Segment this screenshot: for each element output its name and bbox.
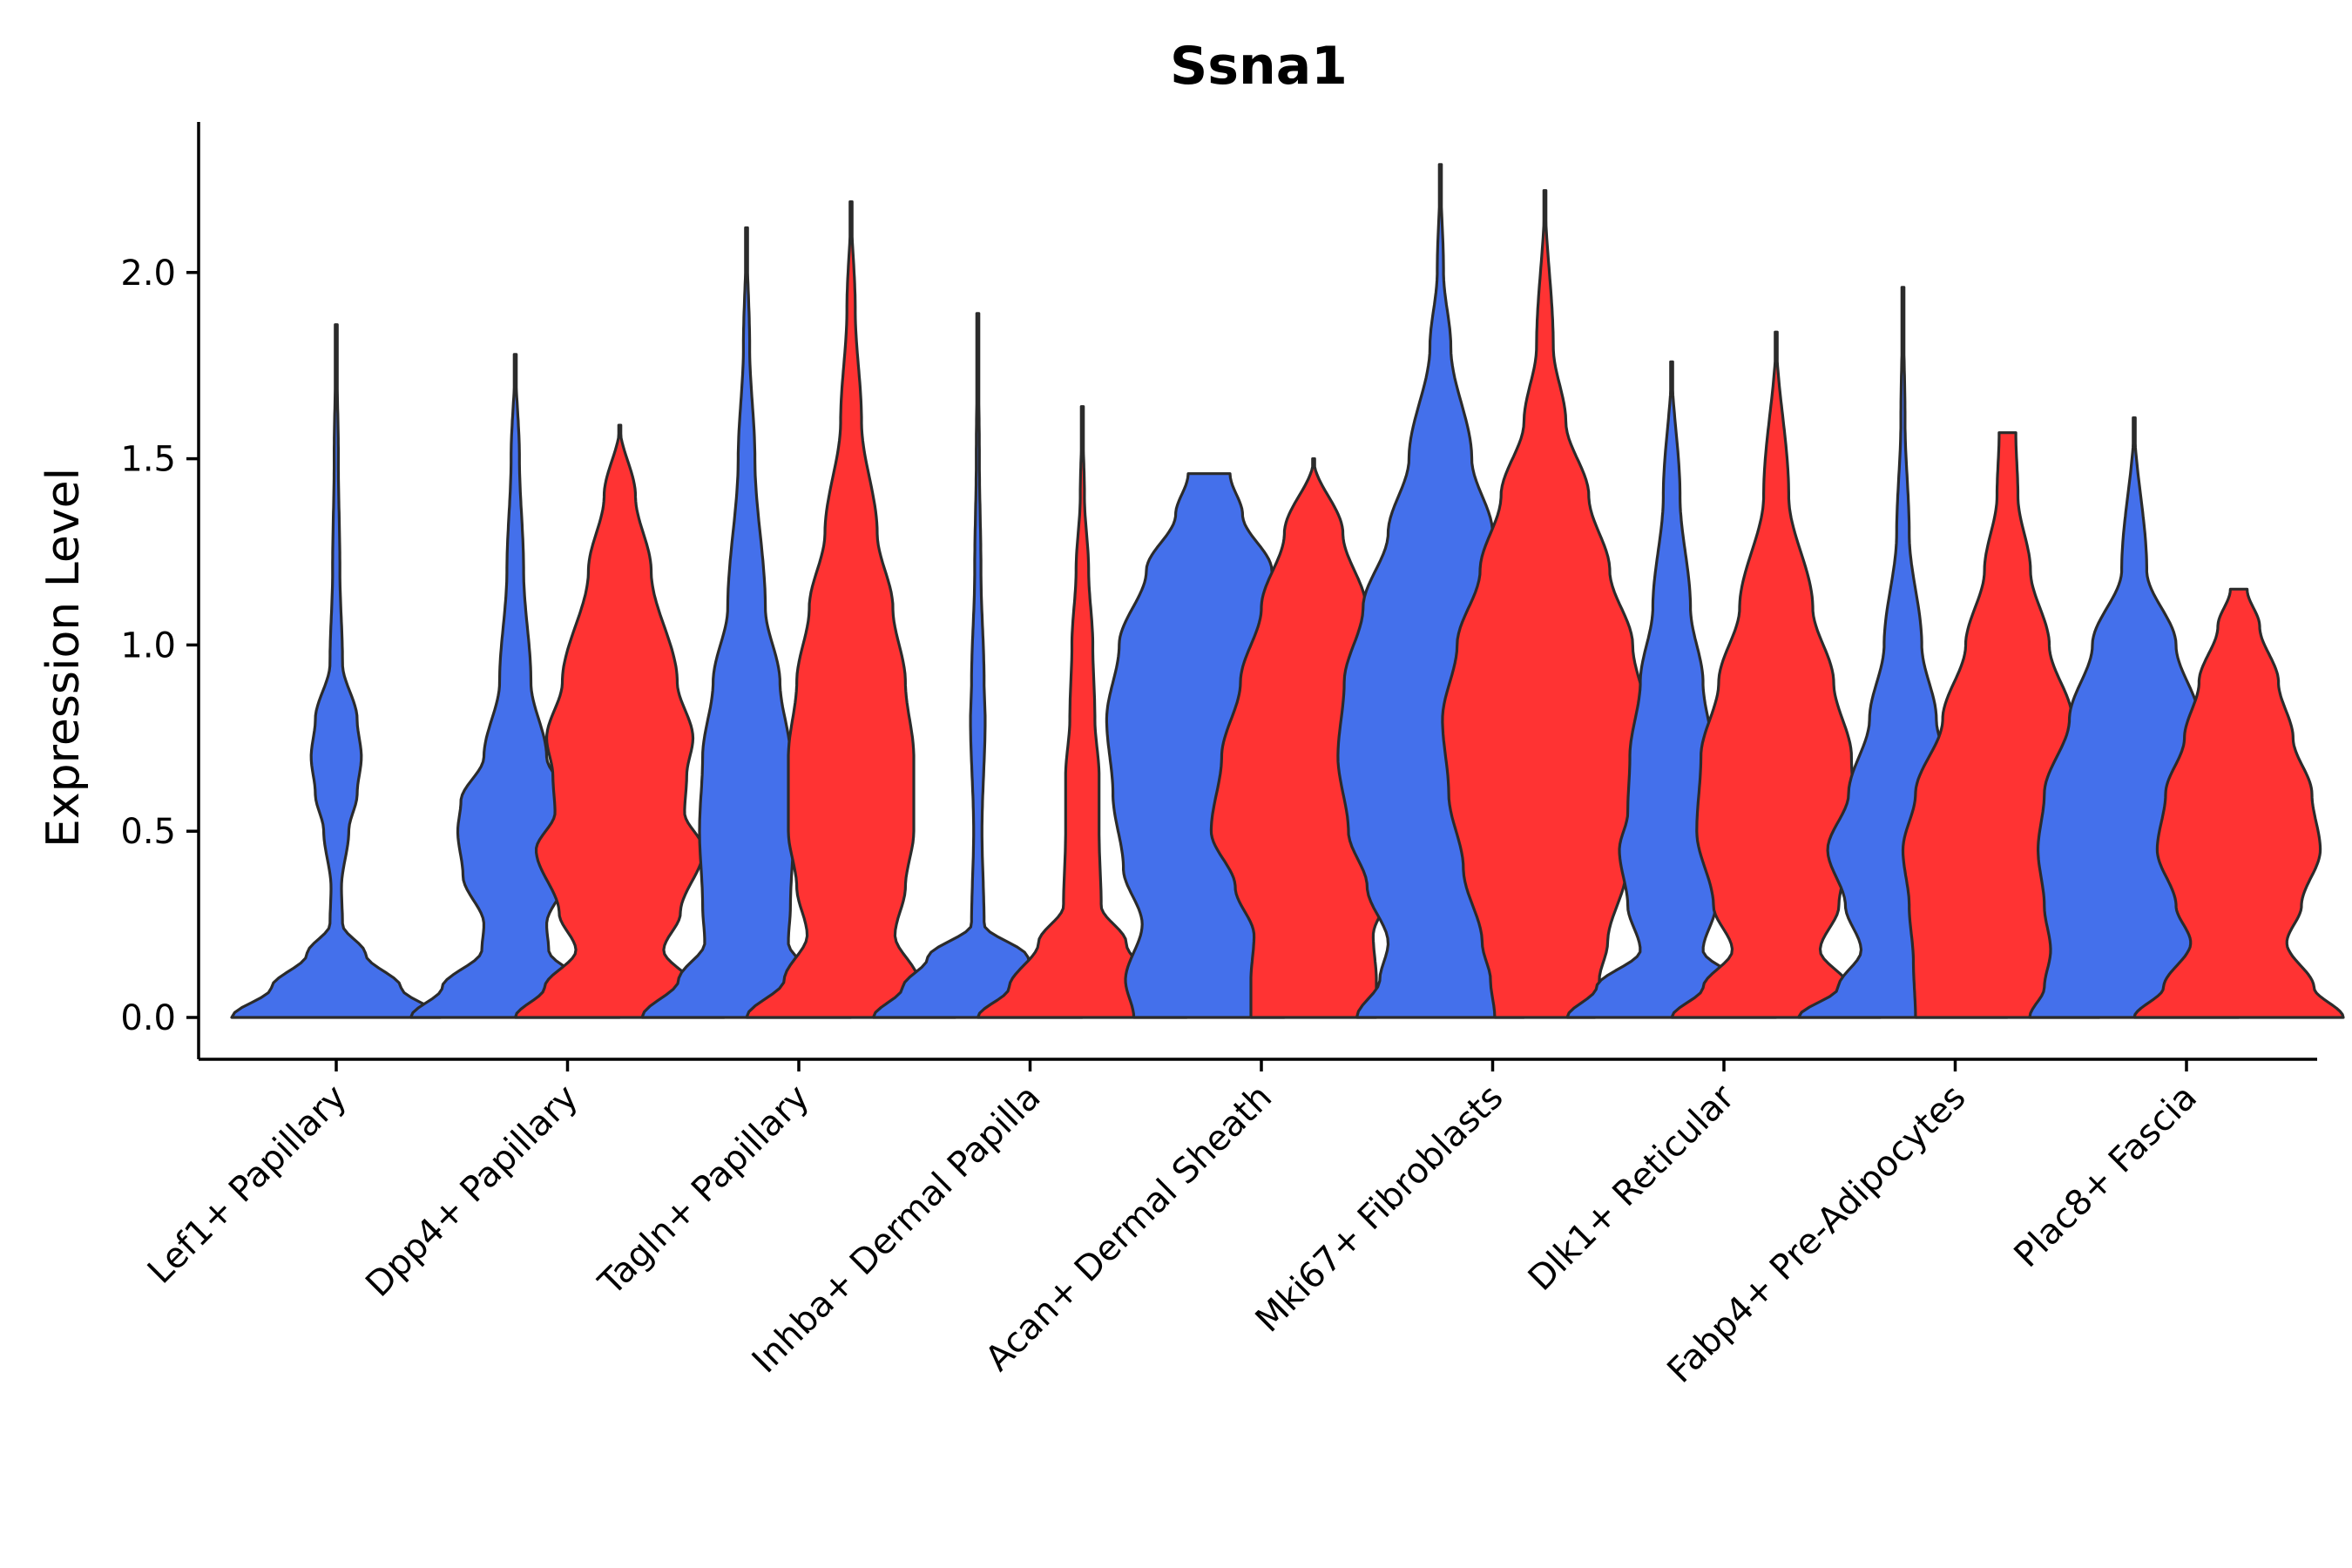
chart-title: Ssna1 bbox=[1170, 36, 1348, 97]
y-tick-label: 1.5 bbox=[120, 440, 176, 480]
violin-red-1 bbox=[513, 423, 727, 1019]
violins-group bbox=[230, 163, 2345, 1019]
x-tick-label: Dlk1+ Reticular bbox=[1521, 1077, 1743, 1299]
y-tick-label: 2.0 bbox=[120, 253, 176, 294]
x-tick-label: Mki67+ Fibroblasts bbox=[1248, 1078, 1511, 1341]
y-tick-label: 0.0 bbox=[120, 998, 176, 1038]
y-tick-label: 1.0 bbox=[120, 625, 176, 666]
x-tick-label: Lef1+ Papillary bbox=[140, 1078, 355, 1292]
y-tick-label: 0.5 bbox=[120, 812, 176, 852]
y-axis-label: Expression Level bbox=[37, 468, 90, 848]
violin-red-5 bbox=[1441, 189, 1649, 1019]
x-tick-label: Plac8+ Fascia bbox=[2007, 1078, 2206, 1276]
x-tick-label: Tagln+ Papillary bbox=[591, 1078, 817, 1304]
x-tick-label: Dpp4+ Papillary bbox=[358, 1078, 585, 1305]
violin-blue-0 bbox=[230, 323, 443, 1019]
violin-red-3 bbox=[976, 405, 1189, 1019]
violin-red-8 bbox=[2132, 587, 2345, 1019]
violin-blue-3 bbox=[871, 312, 1085, 1019]
violin-red-2 bbox=[745, 200, 957, 1019]
